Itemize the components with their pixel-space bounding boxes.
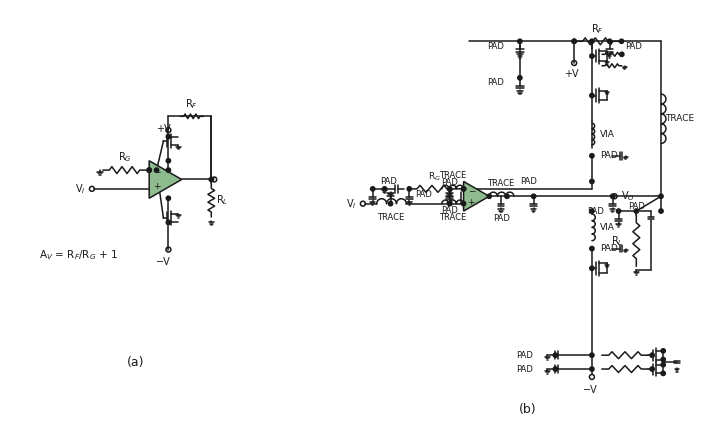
Circle shape — [532, 194, 536, 198]
Circle shape — [590, 154, 594, 158]
Text: +V: +V — [156, 124, 170, 134]
Circle shape — [590, 39, 594, 43]
Circle shape — [620, 52, 624, 56]
Circle shape — [166, 135, 171, 139]
Circle shape — [388, 201, 393, 206]
Circle shape — [634, 209, 639, 213]
Text: +V: +V — [564, 69, 579, 79]
Text: PAD: PAD — [628, 202, 645, 210]
Text: R$_G$: R$_G$ — [429, 171, 441, 183]
Text: (a): (a) — [127, 355, 145, 368]
Text: PAD: PAD — [441, 178, 458, 187]
Circle shape — [166, 196, 171, 201]
Text: PAD: PAD — [520, 178, 537, 186]
Circle shape — [650, 353, 654, 357]
Text: R$_F$: R$_F$ — [591, 23, 604, 36]
Text: −V: −V — [156, 257, 171, 267]
Circle shape — [590, 93, 594, 98]
Text: PAD: PAD — [441, 206, 458, 215]
Circle shape — [590, 353, 594, 357]
Circle shape — [659, 194, 663, 198]
Circle shape — [461, 187, 466, 191]
Text: TRACE: TRACE — [439, 171, 466, 180]
Text: R$_L$: R$_L$ — [611, 234, 623, 247]
Text: PAD: PAD — [487, 42, 504, 51]
Circle shape — [616, 209, 620, 213]
Text: PAD: PAD — [600, 244, 618, 253]
Text: PAD: PAD — [487, 78, 504, 87]
Circle shape — [661, 362, 666, 367]
Circle shape — [147, 168, 152, 172]
Text: PAD: PAD — [516, 351, 533, 360]
Polygon shape — [464, 181, 489, 211]
Circle shape — [553, 367, 558, 371]
Circle shape — [448, 201, 452, 206]
Circle shape — [461, 187, 466, 191]
Circle shape — [572, 39, 576, 43]
Text: −V: −V — [582, 385, 597, 395]
Circle shape — [166, 220, 171, 224]
Text: −: − — [153, 168, 161, 177]
Text: PAD: PAD — [600, 151, 618, 160]
Circle shape — [448, 187, 452, 191]
Circle shape — [371, 187, 375, 191]
Circle shape — [461, 201, 466, 206]
Circle shape — [650, 367, 654, 371]
Text: VIA: VIA — [600, 130, 615, 138]
Circle shape — [620, 39, 624, 43]
Circle shape — [166, 168, 171, 172]
Circle shape — [505, 194, 509, 198]
Text: PAD: PAD — [587, 207, 603, 216]
Polygon shape — [149, 161, 182, 198]
Circle shape — [590, 179, 594, 184]
Circle shape — [517, 39, 522, 43]
Text: PAD: PAD — [380, 178, 397, 186]
Text: TRACE: TRACE — [665, 114, 694, 123]
Circle shape — [590, 247, 594, 251]
Circle shape — [590, 209, 594, 213]
Circle shape — [661, 371, 666, 375]
Text: +: + — [153, 182, 161, 191]
Text: TRACE: TRACE — [439, 213, 466, 222]
Text: R$_L$: R$_L$ — [216, 193, 228, 207]
Text: (b): (b) — [519, 403, 537, 416]
Circle shape — [553, 353, 558, 357]
Text: TRACE: TRACE — [377, 213, 404, 222]
Circle shape — [572, 39, 576, 43]
Circle shape — [659, 209, 663, 213]
Circle shape — [382, 187, 387, 191]
Circle shape — [517, 76, 522, 80]
Text: VIA: VIA — [600, 223, 615, 232]
Text: PAD: PAD — [493, 214, 510, 223]
Circle shape — [166, 158, 171, 163]
Circle shape — [487, 194, 491, 198]
Circle shape — [590, 54, 594, 58]
Circle shape — [611, 194, 615, 198]
Text: V$_I$: V$_I$ — [75, 182, 86, 196]
Text: PAD: PAD — [516, 365, 533, 374]
Text: V$_O$: V$_O$ — [620, 189, 634, 203]
Circle shape — [661, 349, 666, 353]
Circle shape — [661, 357, 666, 362]
Text: R$_G$: R$_G$ — [118, 151, 131, 164]
Text: +: + — [467, 198, 475, 207]
Text: V$_I$: V$_I$ — [346, 197, 357, 210]
Text: A$_V$ = R$_F$/R$_G$ + 1: A$_V$ = R$_F$/R$_G$ + 1 — [39, 249, 118, 263]
Circle shape — [590, 367, 594, 371]
Circle shape — [407, 187, 412, 191]
Text: PAD: PAD — [625, 42, 642, 51]
Circle shape — [147, 168, 152, 172]
Text: R$_F$: R$_F$ — [185, 98, 198, 112]
Text: PAD: PAD — [415, 190, 431, 199]
Text: TRACE: TRACE — [487, 179, 515, 188]
Circle shape — [209, 178, 214, 182]
Circle shape — [590, 266, 594, 270]
Circle shape — [154, 168, 159, 172]
Circle shape — [608, 39, 612, 43]
Text: −: − — [467, 186, 475, 195]
